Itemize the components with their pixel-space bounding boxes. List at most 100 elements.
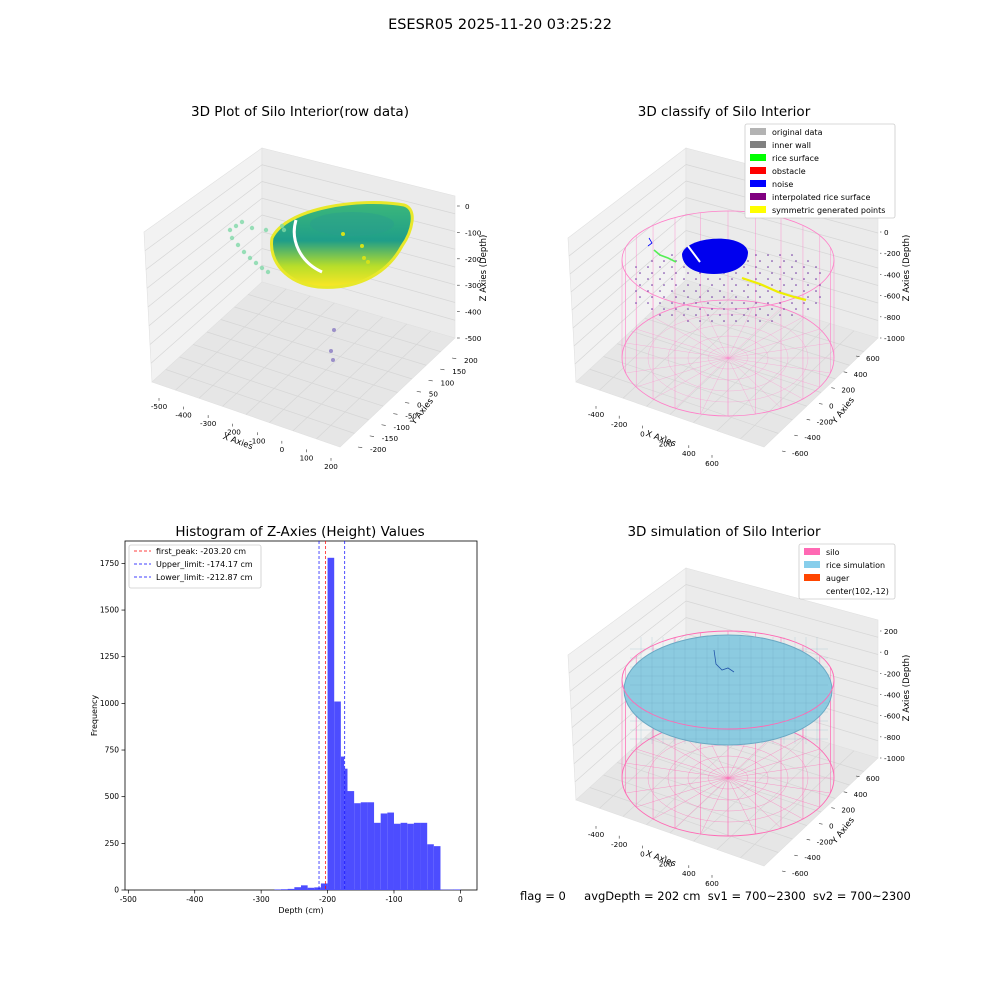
p2-interpolated-point: [735, 308, 737, 310]
p2-grid: [740, 330, 855, 440]
p2-interpolated-point: [747, 296, 749, 298]
p1-ytick-label: 200: [464, 356, 478, 365]
p1-scatter-point: [341, 232, 345, 236]
p2-interpolated-point: [707, 290, 709, 292]
p1-scatter-point: [265, 269, 271, 275]
p1-zlabel: Z Axies (Depth): [479, 235, 489, 302]
p2-interpolated-point: [687, 320, 689, 322]
p1-grid: [145, 181, 263, 270]
p2-interpolated-point: [651, 308, 653, 310]
p2-silo-floor-line: [700, 357, 729, 415]
p2-interpolated-point: [783, 308, 785, 310]
p2-silo-floor-line: [727, 357, 820, 388]
p2-ztick-label: -600: [884, 292, 901, 301]
p4-ztick-label: -600: [884, 712, 901, 721]
p2-grid: [570, 197, 687, 293]
histogram-bar: [344, 768, 348, 890]
p1-tick: [416, 391, 421, 393]
p1-scatter-point: [227, 227, 233, 233]
sv2-text: sv2 = 700~2300: [812, 889, 911, 903]
p4-silo-floor-line: [727, 777, 804, 820]
histogram-ytick-label: 250: [105, 839, 120, 848]
p4-ztick-label: -200: [884, 669, 901, 678]
p2-grid: [658, 305, 850, 366]
p2-tick: [806, 419, 811, 421]
p4-grid: [716, 743, 831, 850]
p4-legend-label: center(102,-12): [826, 587, 889, 596]
p2-interpolated-point: [695, 290, 697, 292]
p2-silo-floor-line: [674, 357, 729, 409]
p4-ytick-label: 600: [866, 774, 880, 783]
p2-legend-swatch: [750, 167, 766, 174]
p1-ztick-label: -300: [465, 281, 482, 290]
p4-grid: [669, 728, 783, 834]
p4-legend-swatch: [804, 548, 820, 555]
p2-silo-floor-ring: [647, 313, 809, 403]
p2-interpolated-point: [731, 302, 733, 304]
p4-tick: [818, 823, 823, 825]
p2-interpolated-point: [783, 272, 785, 274]
p4-silo-floor-line: [727, 762, 831, 779]
p2-interpolated-point: [719, 302, 721, 304]
p2-legend-label: obstacle: [772, 167, 806, 176]
p2-interpolated-point: [723, 320, 725, 322]
histogram-bar: [307, 887, 315, 890]
p2-tick: [781, 450, 786, 452]
p2-interpolated-point: [683, 302, 685, 304]
p1-grid: [248, 294, 441, 352]
p1-scatter-point: [362, 256, 366, 260]
p2-grid: [685, 197, 879, 251]
p2-silo-floor-line: [727, 328, 820, 359]
p2-interpolated-point: [747, 272, 749, 274]
p2-interpolated-point: [791, 254, 793, 256]
p2-interpolated-point: [683, 290, 685, 292]
p2-grid: [572, 230, 687, 329]
p2-interpolated-point: [767, 266, 769, 268]
p2-xtick-label: 600: [705, 459, 719, 468]
histogram-ytick-label: 500: [105, 792, 120, 801]
p2-silo-floor-line: [727, 301, 756, 359]
p2-interpolated-point: [795, 260, 797, 262]
footer-status: flag = 0 avgDepth = 202 cm sv1 = 700~230…: [520, 889, 911, 903]
p2-grid: [685, 213, 879, 269]
histogram-bar: [274, 889, 282, 890]
histogram-bar: [413, 822, 421, 890]
p2-interpolated-point: [683, 266, 685, 268]
p4-xtick-label: -400: [588, 830, 605, 839]
histogram-ytick-label: 1500: [100, 606, 119, 615]
p2-ztick-label: 0: [884, 228, 889, 237]
p2-interpolated-point: [723, 296, 725, 298]
histogram-bar: [314, 887, 321, 890]
p2-auger-mark: [647, 237, 653, 247]
p4-grid: [740, 750, 855, 859]
p4-tick: [794, 854, 798, 857]
p2-interpolated-point: [783, 284, 785, 286]
p2-interpolated-point: [771, 296, 773, 298]
p4-silo-floor-ring: [707, 766, 749, 790]
p1-ztick-label: -400: [465, 308, 482, 317]
p1-tick: [404, 402, 410, 404]
flag-text: flag = 0: [520, 889, 566, 903]
p2-silo-floor-line: [727, 342, 831, 359]
p2-interpolated-point: [771, 320, 773, 322]
p1-scatter-point: [239, 219, 245, 225]
p2-grid: [568, 164, 687, 257]
p2-interpolated-point: [743, 302, 745, 304]
p2-interpolated-point: [755, 266, 757, 268]
p2-interpolated-point: [663, 284, 665, 286]
p1-grid: [316, 330, 432, 440]
p2-interpolated-point: [747, 308, 749, 310]
p4-silo-floor-line: [727, 777, 782, 829]
p2-interpolated-point: [683, 314, 685, 316]
p2-interpolated-point: [687, 308, 689, 310]
p2-silo-floor-line: [625, 342, 729, 359]
p2-interpolated-point: [795, 308, 797, 310]
p4-ztick-label: 200: [884, 627, 898, 636]
p2-interpolated-point: [671, 278, 673, 280]
p2-silo-floor-line: [727, 357, 782, 409]
p1-scatter-point: [279, 223, 285, 229]
p2-interpolated-point: [647, 266, 649, 268]
histogram-bar: [453, 889, 461, 890]
p2-interpolated-point: [747, 320, 749, 322]
p4-tick: [806, 839, 811, 841]
